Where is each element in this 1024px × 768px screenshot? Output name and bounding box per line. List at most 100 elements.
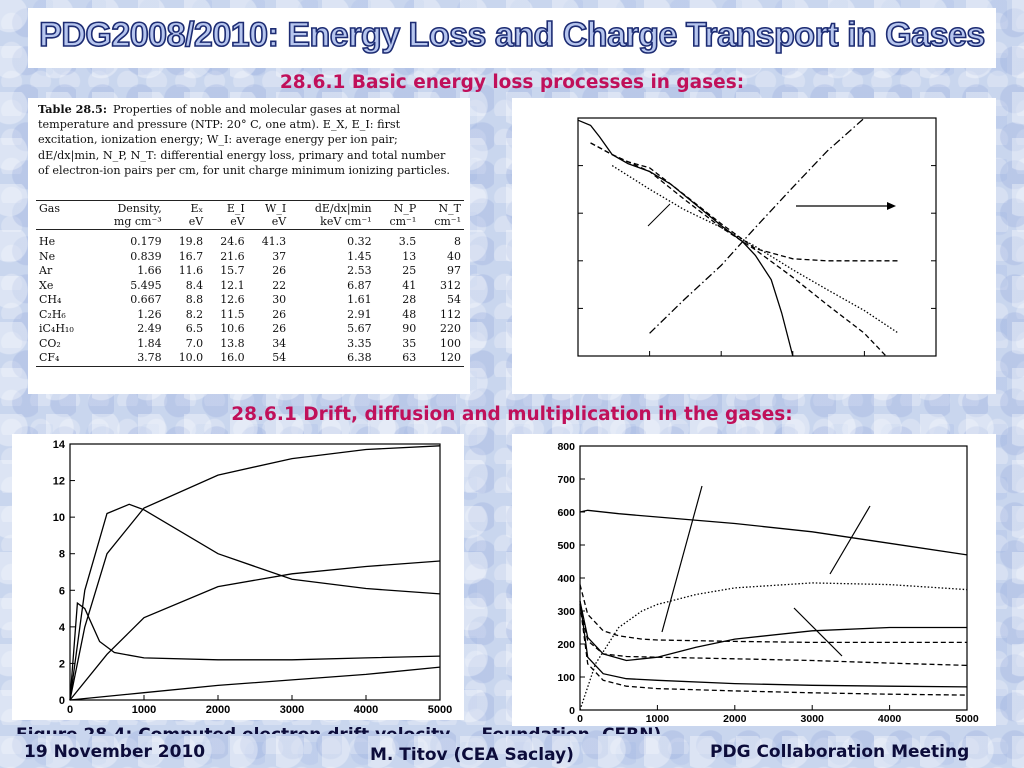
y-tick-label: 400 — [557, 573, 575, 585]
header-ei: E_I eV — [226, 202, 245, 228]
y-tick-label: 10 — [53, 512, 65, 524]
gas-properties-panel: Table 28.5: Properties of noble and molec… — [28, 98, 470, 394]
table-row: Ne 0.839 16.7 21.6 37 1.45 13 40 — [36, 250, 464, 265]
header-nt: N_T cm⁻¹ — [434, 202, 461, 228]
table-cell: 12.6 — [220, 293, 245, 306]
table-cell: 21.6 — [220, 249, 245, 263]
series-line-0-1 — [577, 119, 794, 357]
y-tick-label: 14 — [53, 439, 66, 451]
table-cell: 1.45 — [347, 249, 372, 263]
table-cell: 30 — [272, 293, 287, 306]
x-tick-label: 0 — [67, 704, 73, 716]
header-wi: W_I eV — [265, 202, 287, 228]
y-tick-label: 300 — [557, 606, 575, 618]
gas-name-cell: CO₂ — [39, 336, 61, 350]
table-cell: 13 — [402, 249, 417, 263]
table-cell: 1.61 — [347, 293, 372, 306]
gas-name-cell: iC₄H₁₀ — [39, 322, 74, 335]
table-cell: 8.4 — [185, 278, 204, 292]
header-dedx: dE/dx|min keV cm⁻¹ — [314, 202, 372, 228]
drift-velocity-chart: 0 1000 2000 3000 4000 5000 0 2 4 6 8 10 12 14 — [53, 439, 452, 716]
y-tick-label: 2 — [59, 658, 65, 670]
table-caption: Table 28.5: Properties of noble and molec… — [38, 102, 458, 178]
series-line-cf-l — [579, 604, 968, 696]
series-line-ar-co-70-30-t — [579, 600, 967, 662]
table-cell: 10.0 — [178, 351, 204, 364]
table-cell: 26 — [272, 307, 287, 321]
plot-frame — [69, 443, 441, 701]
header-density: Density, mg cm⁻³ — [113, 202, 162, 228]
table-cell: 12.1 — [220, 278, 245, 292]
gas-name-cell: CH₄ — [39, 293, 62, 306]
table-row: Ar 1.66 11.6 15.7 26 2.53 25 97 — [36, 264, 464, 279]
series-line-3-16 — [590, 142, 887, 357]
table-cell: 312 — [440, 278, 461, 292]
plot-frame — [579, 445, 968, 711]
table-cell: 41.3 — [261, 235, 287, 248]
gas-name-cell: CF₄ — [39, 351, 60, 364]
table-cell: 0.179 — [130, 235, 162, 248]
table-cell: 0.839 — [130, 249, 162, 263]
table-cell: 22 — [272, 278, 287, 292]
table-cell: 25 — [402, 264, 417, 277]
series-line-cf-t — [579, 601, 968, 688]
title-box: PDG2008/2010: Energy Loss and Charge Tra… — [28, 8, 996, 68]
table-cell: 41 — [402, 278, 417, 292]
argon-energy-loss-chart — [577, 117, 937, 357]
gas-name-cell: C₂H₆ — [39, 307, 66, 321]
table-cell: 5.67 — [347, 322, 372, 335]
table-cell: 26 — [272, 322, 287, 335]
table-cell: 2.53 — [347, 264, 372, 277]
series-line-ch — [69, 503, 441, 701]
header-gas: Gas — [39, 202, 60, 215]
diffusion-chart-panel: 0 1000 2000 3000 4000 5000 0 100 200 300 400 500 600… — [512, 434, 996, 726]
table-cell: 19.8 — [178, 235, 204, 248]
slide-title: PDG2008/2010: Energy Loss and Charge Tra… — [38, 15, 986, 55]
table-row: iC₄H₁₀ 2.49 6.5 10.6 26 5.67 90 220 — [36, 322, 464, 337]
series-line-ar — [69, 666, 441, 701]
y-tick-label: 500 — [557, 540, 575, 552]
table-cell: 35 — [402, 336, 417, 350]
table-row: CO₂ 1.84 7.0 13.8 34 3.35 35 100 — [36, 337, 464, 352]
y-tick-label: 700 — [557, 474, 575, 486]
x-tick-label: 1000 — [132, 704, 156, 716]
y-tick-label: 12 — [53, 476, 65, 488]
table-cell: 5.495 — [130, 278, 162, 292]
pointer-ar-co2 — [793, 607, 843, 657]
x-tick-label: 5000 — [955, 713, 979, 725]
header-ex: Eₓ eV — [188, 202, 204, 228]
table-cell: 0.32 — [347, 235, 372, 248]
gas-name-cell: Ar — [39, 264, 53, 277]
table-cell: 54 — [447, 293, 461, 306]
gas-name-cell: Ne — [39, 249, 56, 263]
y-tick-label: 600 — [557, 507, 575, 519]
drift-velocity-chart-panel: 0 1000 2000 3000 4000 5000 0 2 4 6 8 10 12 14 — [12, 434, 464, 720]
table-cell: 34 — [272, 336, 287, 350]
table-cell: 8.8 — [185, 293, 204, 306]
y-tick-label: 100 — [557, 672, 575, 684]
overlapping-figure-caption: Figure 28.4: Computed electron drift vel… — [16, 720, 716, 734]
table-cell: 3.78 — [137, 351, 162, 364]
diffusion-chart: 0 1000 2000 3000 4000 5000 0 100 200 300 400 500 600… — [557, 441, 979, 725]
table-cell: 1.66 — [137, 264, 162, 277]
footer-date: 19 November 2010 — [24, 742, 206, 762]
table-cell: 6.5 — [185, 322, 204, 335]
y-tick-label: 8 — [59, 549, 65, 561]
table-cell: 97 — [447, 264, 461, 277]
table-cell: 24.6 — [220, 235, 245, 248]
x-tick-label: 3000 — [280, 704, 304, 716]
table-row: Xe 5.495 8.4 12.1 22 6.87 41 312 — [36, 279, 464, 294]
series-line-ar-co-70-30-l — [579, 604, 968, 667]
range-arrow-head — [887, 202, 896, 210]
table-cell: 1.84 — [137, 336, 162, 350]
y-tick-label: 800 — [557, 441, 575, 453]
table-cell: 6.38 — [347, 351, 372, 364]
table-cell: 0.667 — [130, 293, 162, 306]
table-body: He 0.179 19.8 24.6 41.3 0.32 3.5 8 Ne 0.839 16.7 21… — [36, 230, 464, 366]
table-cell: 120 — [440, 351, 461, 364]
table-cell: 11.6 — [178, 264, 204, 277]
table-row: He 0.179 19.8 24.6 41.3 0.32 3.5 8 — [36, 230, 464, 250]
table-cell: 54 — [272, 351, 287, 364]
table-cell: 3.5 — [398, 235, 417, 248]
table-label: Table 28.5: — [38, 102, 107, 116]
